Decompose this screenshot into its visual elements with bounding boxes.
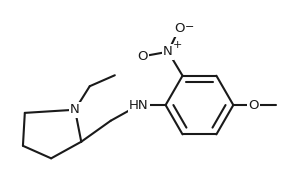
Text: N: N [163,45,173,58]
Text: +: + [173,40,183,50]
Text: O: O [249,99,259,112]
Text: O: O [137,50,147,63]
Text: −: − [185,22,194,32]
Text: HN: HN [129,99,149,112]
Text: N: N [70,103,80,116]
Text: O: O [174,22,184,35]
